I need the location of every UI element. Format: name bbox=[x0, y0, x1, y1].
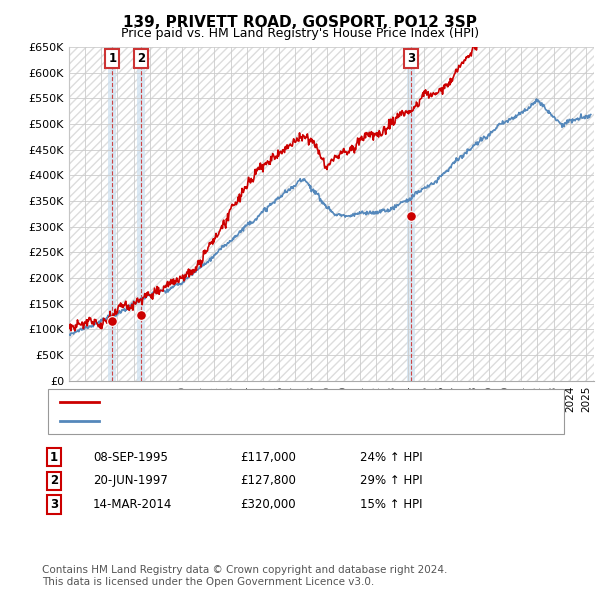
Text: 29% ↑ HPI: 29% ↑ HPI bbox=[360, 474, 422, 487]
Bar bbox=[137, 47, 145, 381]
Bar bbox=[109, 47, 116, 381]
Text: 15% ↑ HPI: 15% ↑ HPI bbox=[360, 498, 422, 511]
Text: 1: 1 bbox=[50, 451, 58, 464]
Text: 2: 2 bbox=[137, 53, 145, 65]
Text: 20-JUN-1997: 20-JUN-1997 bbox=[93, 474, 168, 487]
Text: 24% ↑ HPI: 24% ↑ HPI bbox=[360, 451, 422, 464]
Text: 08-SEP-1995: 08-SEP-1995 bbox=[93, 451, 168, 464]
Text: 2: 2 bbox=[50, 474, 58, 487]
Text: Price paid vs. HM Land Registry's House Price Index (HPI): Price paid vs. HM Land Registry's House … bbox=[121, 27, 479, 40]
Text: 14-MAR-2014: 14-MAR-2014 bbox=[93, 498, 172, 511]
Text: £117,000: £117,000 bbox=[240, 451, 296, 464]
Text: 1: 1 bbox=[109, 53, 116, 65]
Text: 3: 3 bbox=[50, 498, 58, 511]
Text: 139, PRIVETT ROAD, GOSPORT, PO12 3SP: 139, PRIVETT ROAD, GOSPORT, PO12 3SP bbox=[123, 15, 477, 30]
Text: Contains HM Land Registry data © Crown copyright and database right 2024.
This d: Contains HM Land Registry data © Crown c… bbox=[42, 565, 448, 587]
Bar bbox=[407, 47, 415, 381]
Text: 3: 3 bbox=[407, 53, 416, 65]
Text: £127,800: £127,800 bbox=[240, 474, 296, 487]
Text: 139, PRIVETT ROAD, GOSPORT, PO12 3SP (detached house): 139, PRIVETT ROAD, GOSPORT, PO12 3SP (de… bbox=[105, 397, 438, 407]
Text: HPI: Average price, detached house, Gosport: HPI: Average price, detached house, Gosp… bbox=[105, 417, 355, 426]
Text: £320,000: £320,000 bbox=[240, 498, 296, 511]
